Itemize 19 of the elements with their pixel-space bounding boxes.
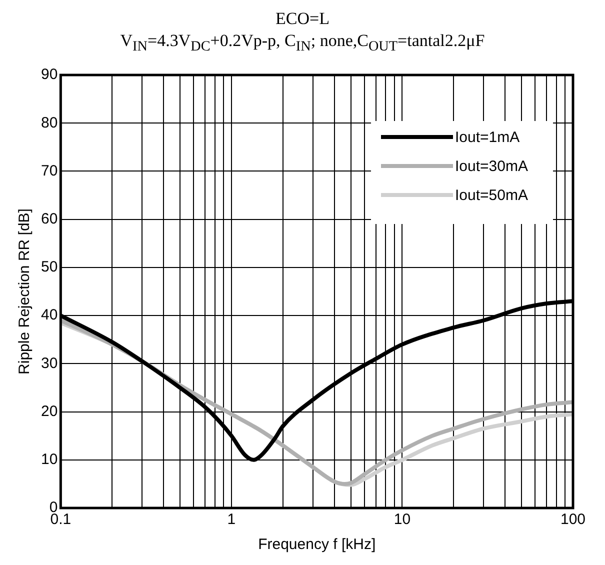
x-axis-title: Frequency f [kHz] <box>258 536 376 554</box>
y-tick-label: 30 <box>40 355 58 372</box>
x-tick-label: 1 <box>227 512 236 529</box>
y-tick-label: 90 <box>40 66 58 84</box>
y-tick-label: 10 <box>40 451 58 468</box>
y-tick-label: 50 <box>40 258 58 276</box>
legend-label: Iout=30mA <box>455 158 528 176</box>
y-tick-label: 70 <box>40 162 58 180</box>
y-tick-label: 60 <box>40 210 58 228</box>
y-tick-label: 80 <box>40 114 58 132</box>
x-tick-label: 10 <box>394 512 411 529</box>
chart-title: ECO=L <box>274 8 330 30</box>
y-axis-title: Ripple Rejection RR [dB] <box>16 208 34 375</box>
y-tick-label: 20 <box>40 403 58 420</box>
text: V$_{IN}$=4.3V$_{DC}$+0.2Vp-p, C$_{IN}$; none,C$_{OUT}$=tantal2.2μF <box>120 31 485 54</box>
y-tick-label: 40 <box>40 307 58 324</box>
x-tick-label: 100 <box>560 512 586 529</box>
legend-label: Iout=50mA <box>455 188 528 205</box>
legend-label: Iout=1mA <box>455 130 520 147</box>
